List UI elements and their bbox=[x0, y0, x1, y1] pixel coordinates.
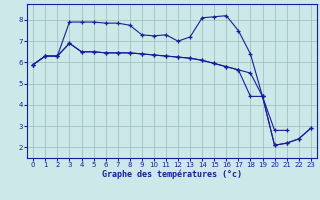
X-axis label: Graphe des températures (°c): Graphe des températures (°c) bbox=[102, 170, 242, 179]
